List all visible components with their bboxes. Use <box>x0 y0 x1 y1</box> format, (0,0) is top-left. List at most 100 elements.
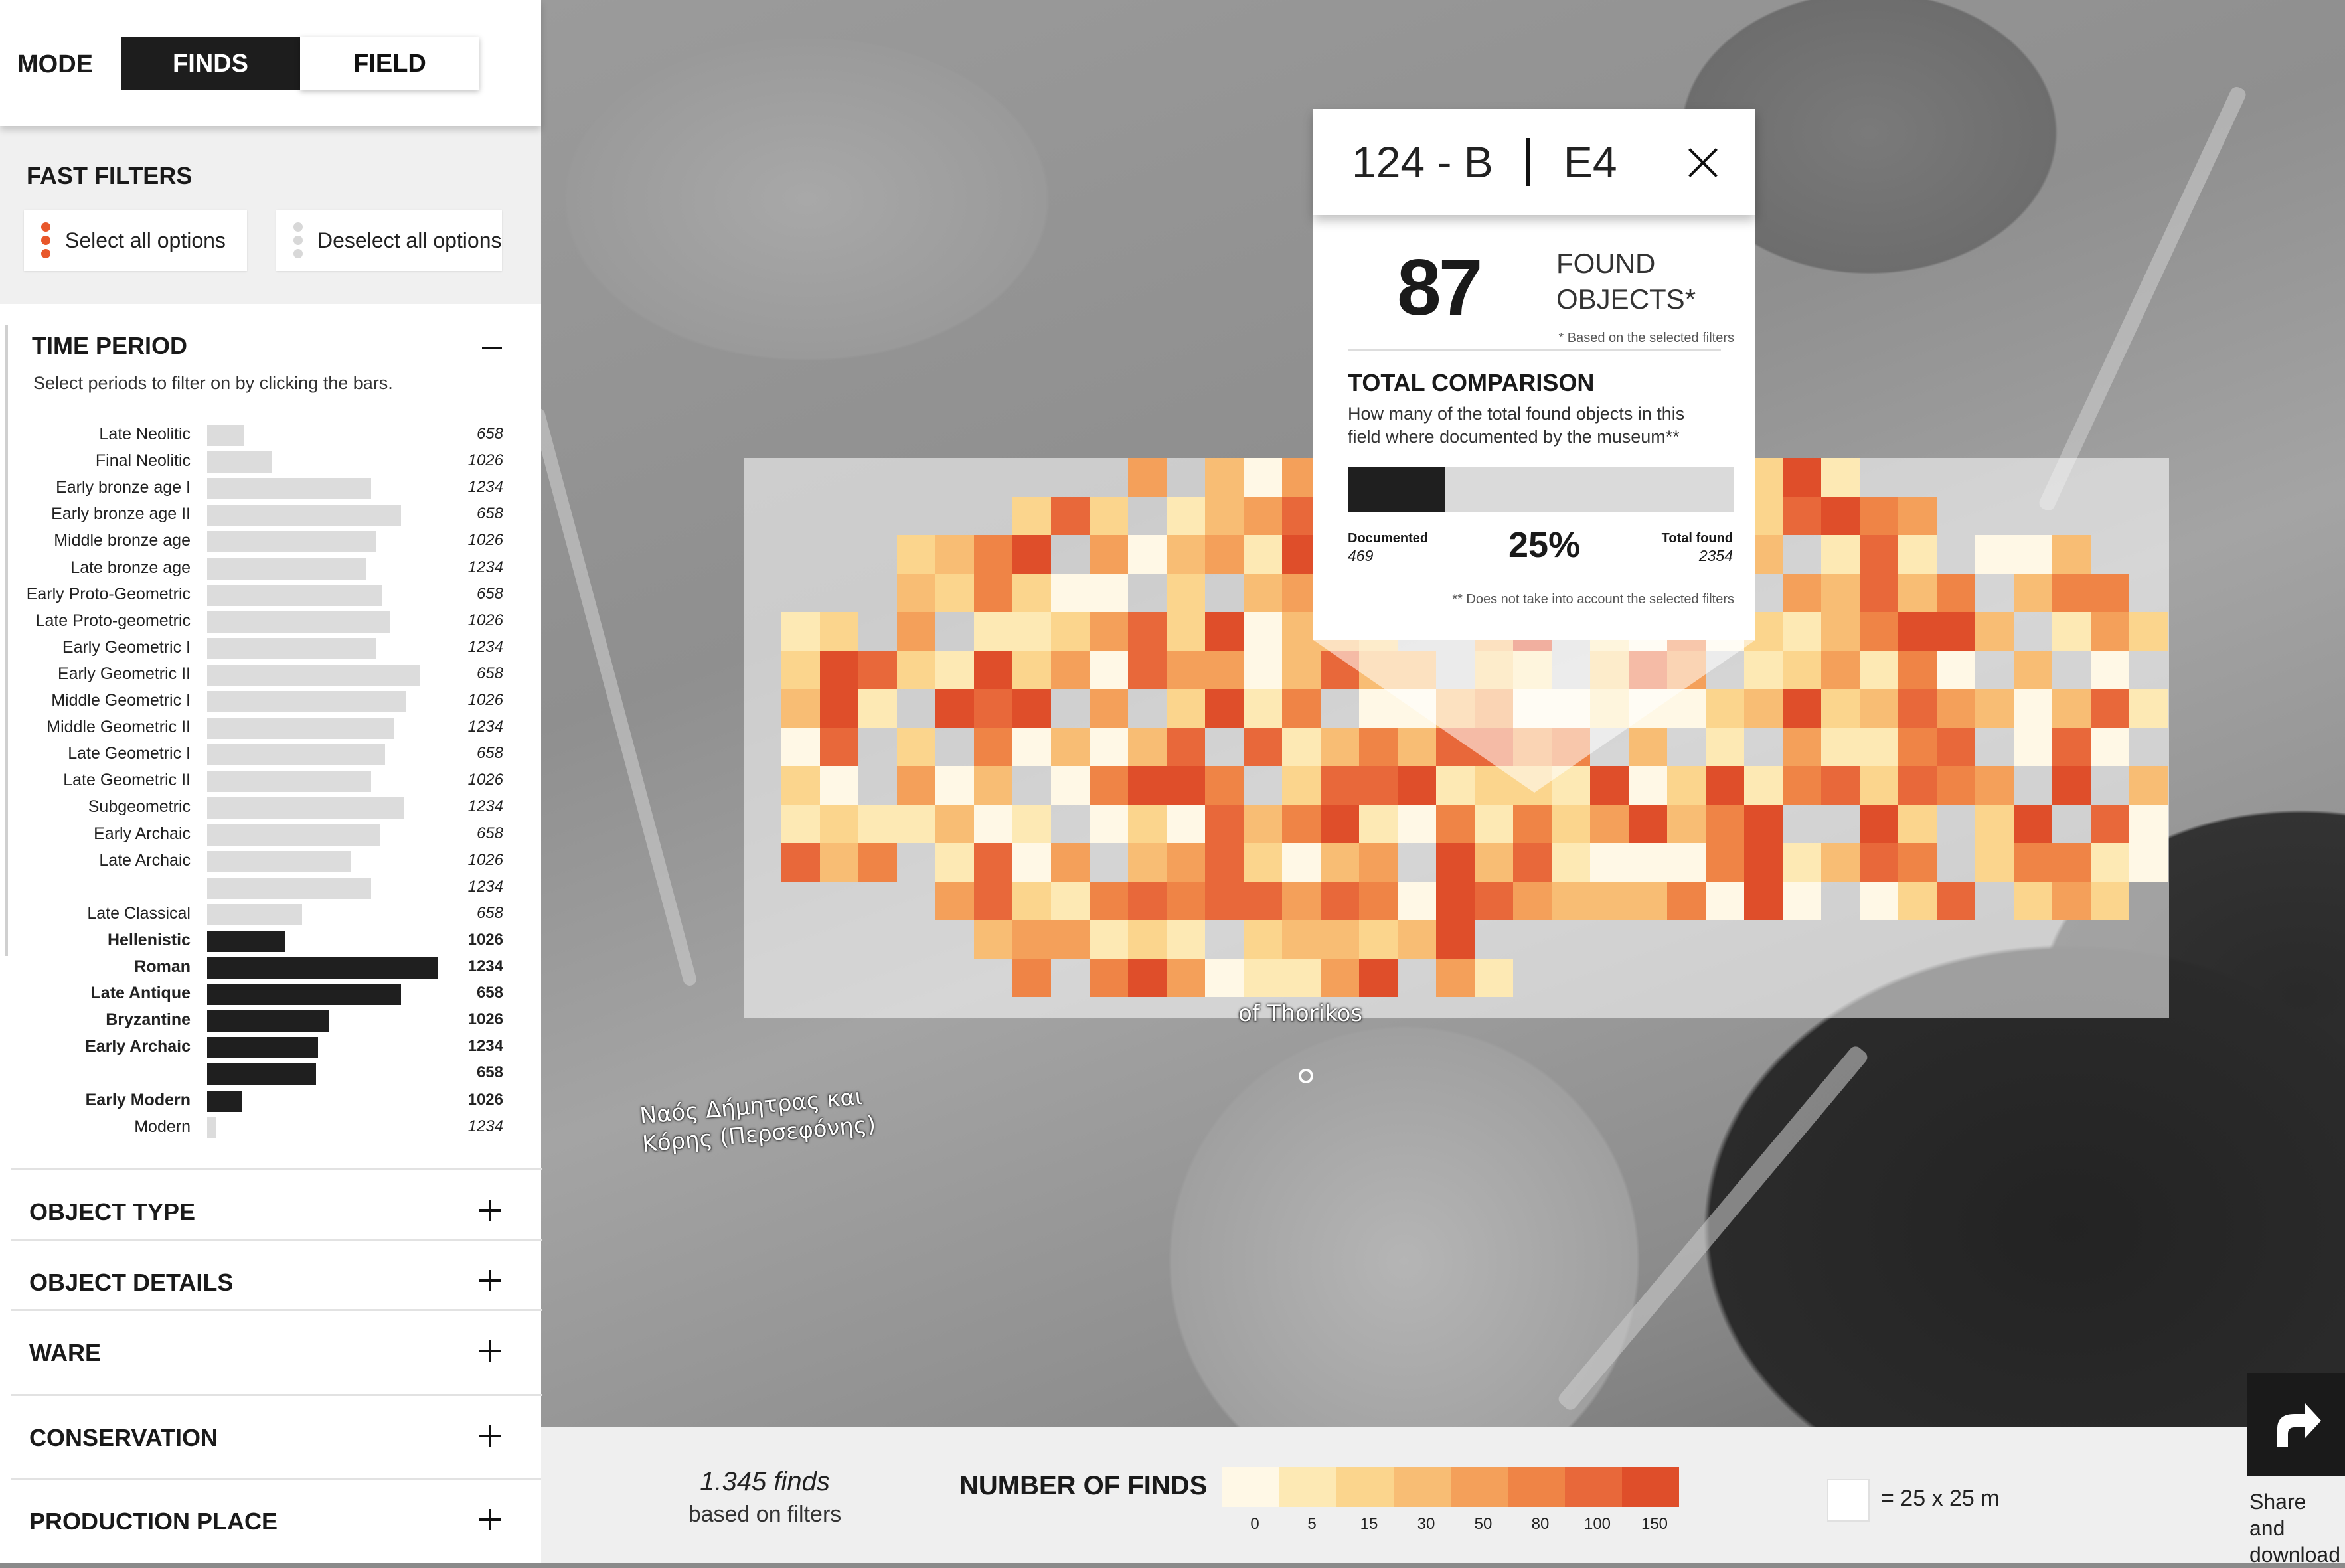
heatmap-cell[interactable] <box>1629 805 1667 843</box>
heatmap-cell[interactable] <box>1244 882 1282 920</box>
heatmap-cell[interactable] <box>1244 959 1282 997</box>
heatmap-cell[interactable] <box>858 843 897 882</box>
heatmap-cell[interactable] <box>1128 882 1167 920</box>
time-period-row[interactable]: Early Archaic 658 <box>0 822 541 848</box>
heatmap-cell[interactable] <box>1012 612 1051 651</box>
heatmap-cell[interactable] <box>820 766 858 805</box>
heatmap-cell[interactable] <box>2052 612 2091 651</box>
heatmap-cell[interactable] <box>1783 843 1821 882</box>
heatmap-cell[interactable] <box>1975 689 2014 728</box>
heatmap-cell[interactable] <box>974 651 1012 689</box>
heatmap-cell[interactable] <box>1128 959 1167 997</box>
heatmap-cell[interactable] <box>1282 959 1321 997</box>
heatmap-cell[interactable] <box>1167 843 1205 882</box>
heatmap-cell[interactable] <box>2014 689 2052 728</box>
heatmap-cell[interactable] <box>2014 574 2052 612</box>
time-period-bar[interactable] <box>207 850 351 872</box>
time-period-row[interactable]: Middle Geometric II 1234 <box>0 715 541 742</box>
heatmap-cell[interactable] <box>820 728 858 766</box>
heatmap-cell[interactable] <box>781 612 820 651</box>
heatmap-cell[interactable] <box>1975 843 2014 882</box>
time-period-row[interactable]: Late Proto-geometric 1026 <box>0 609 541 635</box>
heatmap-cell[interactable] <box>781 651 820 689</box>
heatmap-cell[interactable] <box>1436 843 1475 882</box>
heatmap-cell[interactable] <box>1012 728 1051 766</box>
heatmap-cell[interactable] <box>1783 574 1821 612</box>
time-period-bar[interactable] <box>207 1063 316 1085</box>
time-period-bar[interactable] <box>207 611 390 633</box>
time-period-row[interactable]: Hellenistic 1026 <box>0 928 541 955</box>
heatmap-cell[interactable] <box>1590 882 1629 920</box>
heatmap-cell[interactable] <box>820 651 858 689</box>
heatmap-cell[interactable] <box>974 728 1012 766</box>
heatmap-cell[interactable] <box>1128 766 1167 805</box>
heatmap-cell[interactable] <box>1090 766 1128 805</box>
heatmap-cell[interactable] <box>1090 574 1128 612</box>
heatmap-cell[interactable] <box>1359 805 1398 843</box>
heatmap-cell[interactable] <box>1051 651 1090 689</box>
accordion-production-place[interactable]: PRODUCTION PLACE <box>11 1478 542 1563</box>
time-period-bar[interactable] <box>207 903 302 925</box>
heatmap-cell[interactable] <box>1937 766 1975 805</box>
heatmap-cell[interactable] <box>1860 497 1898 535</box>
heatmap-cell[interactable] <box>1128 612 1167 651</box>
time-period-row[interactable]: Early Geometric II 658 <box>0 662 541 688</box>
heatmap-cell[interactable] <box>1012 497 1051 535</box>
heatmap-cell[interactable] <box>2014 651 2052 689</box>
heatmap-cell[interactable] <box>1898 728 1937 766</box>
heatmap-cell[interactable] <box>1513 843 1552 882</box>
heatmap-cell[interactable] <box>1051 497 1090 535</box>
heatmap-cell[interactable] <box>935 689 974 728</box>
heatmap-cell[interactable] <box>1898 805 1937 843</box>
heatmap-cell[interactable] <box>1706 805 1744 843</box>
heatmap-cell[interactable] <box>1321 920 1359 959</box>
heatmap-cell[interactable] <box>1167 574 1205 612</box>
heatmap-cell[interactable] <box>1898 497 1937 535</box>
heatmap-cell[interactable] <box>1821 766 1860 805</box>
share-button[interactable] <box>2247 1373 2345 1476</box>
heatmap-cell[interactable] <box>1821 651 1860 689</box>
heatmap-cell[interactable] <box>1205 843 1244 882</box>
time-period-bar[interactable] <box>207 797 404 819</box>
heatmap-cell[interactable] <box>1436 882 1475 920</box>
heatmap-cell[interactable] <box>1090 959 1128 997</box>
heatmap-cell[interactable] <box>1667 843 1706 882</box>
mode-finds-button[interactable]: FINDS <box>121 37 300 90</box>
heatmap-cell[interactable] <box>1244 689 1282 728</box>
heatmap-cell[interactable] <box>1051 920 1090 959</box>
accordion-object-details[interactable]: OBJECT DETAILS <box>11 1239 542 1324</box>
heatmap-cell[interactable] <box>1513 805 1552 843</box>
heatmap-cell[interactable] <box>1051 612 1090 651</box>
heatmap-cell[interactable] <box>781 689 820 728</box>
heatmap-cell[interactable] <box>1244 920 1282 959</box>
time-period-bar[interactable] <box>207 691 406 712</box>
heatmap-cell[interactable] <box>935 651 974 689</box>
heatmap-cell[interactable] <box>1167 689 1205 728</box>
expand-plus-icon[interactable] <box>479 1270 501 1291</box>
sidebar-scrollbar[interactable] <box>5 325 8 956</box>
heatmap-cell[interactable] <box>1898 612 1937 651</box>
heatmap-cell[interactable] <box>1012 920 1051 959</box>
heatmap-cell[interactable] <box>1205 497 1244 535</box>
heatmap-cell[interactable] <box>1898 843 1937 882</box>
heatmap-cell[interactable] <box>1167 497 1205 535</box>
heatmap-cell[interactable] <box>974 920 1012 959</box>
heatmap-cell[interactable] <box>1090 882 1128 920</box>
expand-plus-icon[interactable] <box>479 1340 501 1362</box>
time-period-bar[interactable] <box>207 1037 318 1059</box>
heatmap-cell[interactable] <box>1051 882 1090 920</box>
heatmap-cell[interactable] <box>1821 689 1860 728</box>
heatmap-cell[interactable] <box>2091 612 2129 651</box>
heatmap-cell[interactable] <box>1590 805 1629 843</box>
heatmap-cell[interactable] <box>2052 689 2091 728</box>
heatmap-cell[interactable] <box>935 535 974 574</box>
deselect-all-button[interactable]: Deselect all options <box>276 210 502 271</box>
heatmap-cell[interactable] <box>1167 920 1205 959</box>
heatmap-cell[interactable] <box>2052 843 2091 882</box>
heatmap-cell[interactable] <box>897 574 935 612</box>
heatmap-cell[interactable] <box>1436 959 1475 997</box>
time-period-row[interactable]: Modern 1234 <box>0 1115 541 1141</box>
heatmap-cell[interactable] <box>1475 959 1513 997</box>
heatmap-cell[interactable] <box>1937 574 1975 612</box>
heatmap-cell[interactable] <box>1744 805 1783 843</box>
